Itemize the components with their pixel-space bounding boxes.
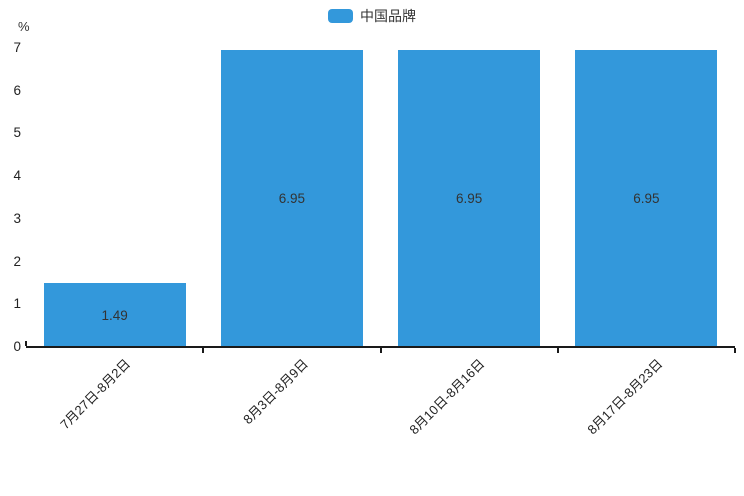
- bar: 6.95: [575, 50, 718, 347]
- legend-item-label: 中国品牌: [360, 8, 416, 24]
- bar: 6.95: [220, 50, 363, 347]
- y-tick-label: 3: [13, 210, 21, 226]
- legend-marker-icon: [328, 9, 353, 23]
- bar-value-label: 1.49: [101, 307, 128, 323]
- x-tick-label: 7月27日-8月2日: [57, 356, 134, 433]
- legend: 中国品牌: [0, 8, 744, 24]
- x-axis-tick: [202, 348, 205, 353]
- legend-item-china-brand[interactable]: 中国品牌: [328, 8, 416, 24]
- y-tick-label: 2: [13, 253, 21, 269]
- x-axis-line: [26, 346, 735, 348]
- bar-value-label: 6.95: [278, 191, 305, 207]
- x-axis-tick: [556, 348, 559, 353]
- y-tick-label: 7: [13, 40, 21, 55]
- x-tick-label: 8月17日-8月23日: [583, 356, 666, 438]
- x-tick-label: 8月10日-8月16日: [406, 356, 488, 438]
- x-axis-tick: [379, 348, 382, 353]
- y-tick-label: 4: [13, 168, 21, 184]
- x-axis-tick: [25, 341, 27, 346]
- bar-value-label: 6.95: [455, 191, 483, 207]
- y-tick-label: 0: [13, 339, 21, 354]
- bar: 1.49: [43, 283, 186, 347]
- bar: 6.95: [398, 50, 541, 347]
- bar-value-label: 6.95: [633, 191, 660, 207]
- y-tick-label: 5: [13, 125, 21, 141]
- y-axis-name: %: [18, 19, 30, 34]
- y-tick-label: 1: [13, 296, 21, 312]
- x-tick-label: 8月3日-8月9日: [239, 356, 311, 428]
- y-tick-label: 6: [13, 82, 21, 98]
- x-axis-tick: [734, 348, 736, 353]
